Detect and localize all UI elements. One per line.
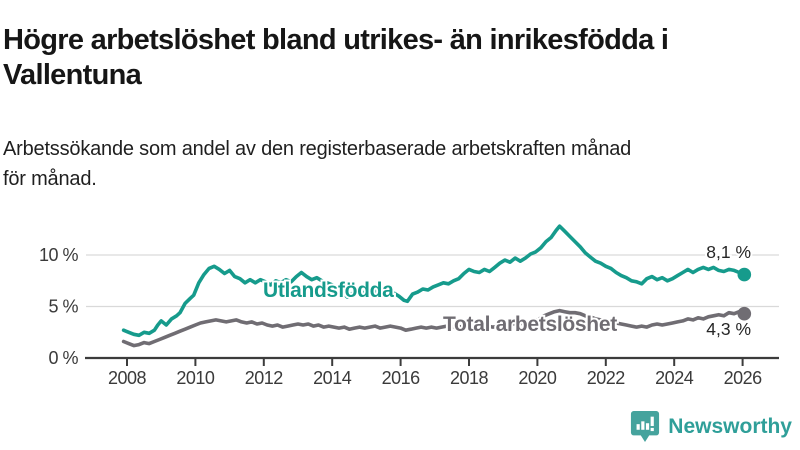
series-end-dot-total bbox=[737, 306, 752, 321]
x-tick-label: 2018 bbox=[450, 368, 489, 388]
x-tick-label: 2008 bbox=[108, 368, 147, 388]
x-tick-label: 2022 bbox=[587, 368, 626, 388]
x-tick-label: 2020 bbox=[518, 368, 557, 388]
series-line-total bbox=[121, 308, 747, 348]
y-tick-label: 10 % bbox=[39, 245, 79, 265]
x-tick-label: 2012 bbox=[245, 368, 284, 388]
end-value-label-total: 4,3 % bbox=[706, 319, 751, 339]
end-value-label-utlandsfodda: 8,1 % bbox=[706, 242, 751, 262]
chart-subtitle-line2: för månad. bbox=[3, 168, 97, 190]
x-tick-label: 2016 bbox=[382, 368, 421, 388]
x-tick-label: 2010 bbox=[176, 368, 215, 388]
page-title-line2: Vallentuna bbox=[3, 59, 142, 92]
x-tick-label: 2026 bbox=[724, 368, 763, 388]
brand-name: Newsworthy bbox=[668, 414, 792, 438]
series-label-total: Total arbetslöshet bbox=[443, 313, 617, 336]
chart-subtitle: Arbetssökande som andel av den registerb… bbox=[3, 134, 797, 194]
x-tick-label: 2014 bbox=[313, 368, 352, 388]
series-end-dot-utlandsfodda bbox=[737, 267, 752, 282]
page-title-line1: Högre arbetslöshet bland utrikes- än inr… bbox=[3, 24, 669, 57]
newsworthy-logo: Newsworthy bbox=[630, 410, 792, 443]
series-label-utlandsfodda: Utlandsfödda bbox=[263, 279, 394, 302]
newsworthy-speech-bubble-bar-chart-icon bbox=[631, 411, 660, 442]
x-tick-label: 2024 bbox=[655, 368, 694, 388]
unemployment-line-chart: 2008 2010 2012 2014 2016 2018 2020 2022 2024 2026… bbox=[39, 224, 779, 388]
y-tick-label: 5 % bbox=[48, 297, 78, 317]
page-title: Högre arbetslöshet bland utrikes- än inr… bbox=[3, 23, 797, 93]
series-line-utlandsfodda bbox=[121, 224, 747, 338]
y-tick-label: 0 % bbox=[48, 348, 78, 368]
chart-subtitle-line1: Arbetssökande som andel av den registerb… bbox=[3, 138, 632, 160]
